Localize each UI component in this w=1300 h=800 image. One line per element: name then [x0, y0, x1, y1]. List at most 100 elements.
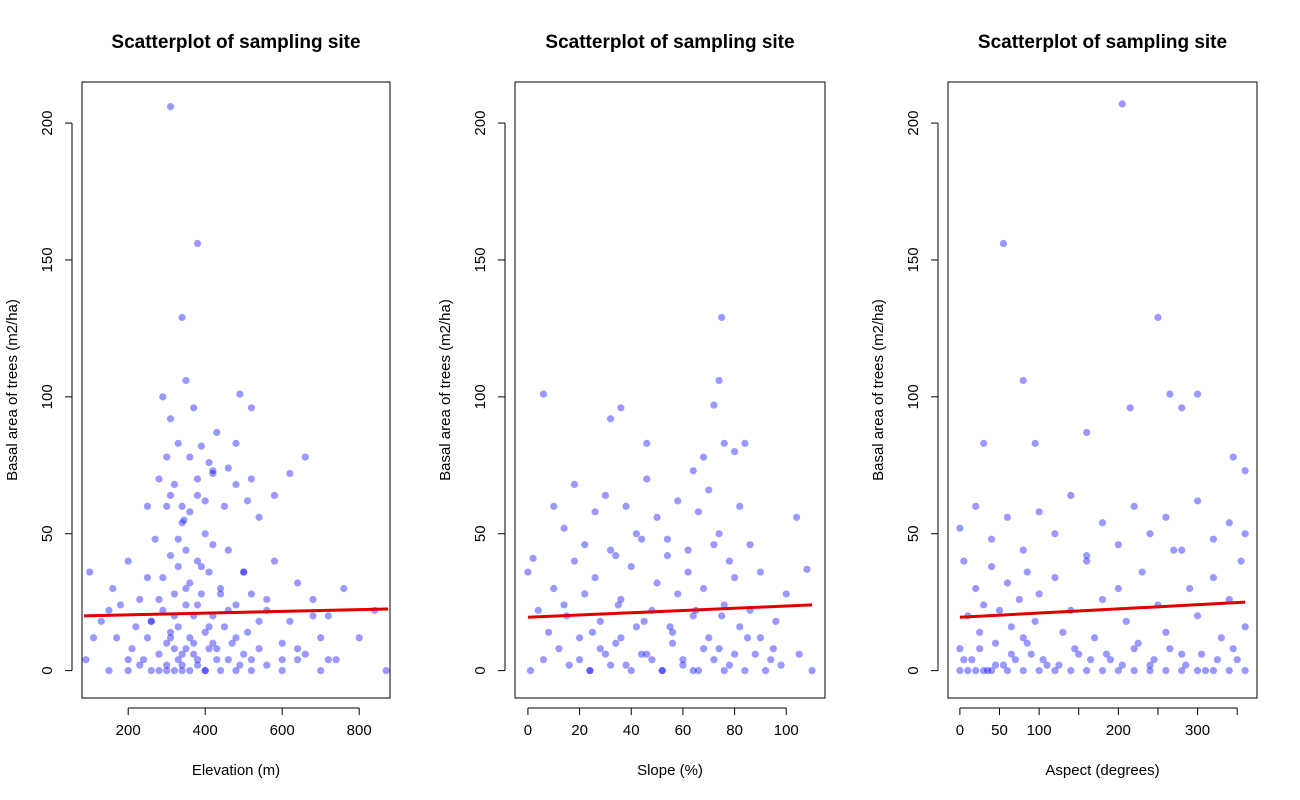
data-point — [632, 530, 641, 538]
aspect-panel: Scatterplot of sampling site Aspect (deg… — [870, 32, 1258, 779]
data-point — [699, 645, 708, 653]
data-point — [1166, 645, 1174, 653]
data-point — [1019, 546, 1027, 554]
data-point — [186, 634, 194, 642]
data-point — [382, 667, 390, 675]
data-point — [715, 645, 723, 653]
data-point — [180, 516, 188, 524]
data-point — [232, 634, 240, 642]
data-point — [1193, 497, 1202, 505]
data-point — [301, 650, 309, 658]
data-point — [1217, 634, 1225, 642]
data-point — [324, 656, 332, 664]
data-point — [178, 313, 186, 322]
data-point — [309, 595, 317, 604]
x-tick-label: 0 — [524, 722, 532, 739]
data-point — [1233, 656, 1241, 664]
panel-title: Scatterplot of sampling site — [978, 32, 1227, 53]
data-point — [643, 439, 651, 447]
data-point — [1225, 519, 1233, 527]
data-point — [730, 650, 739, 658]
x-tick-label: 60 — [675, 722, 692, 739]
data-point — [201, 628, 209, 636]
data-point — [1229, 645, 1237, 653]
data-point — [736, 623, 744, 631]
data-point — [163, 502, 171, 510]
data-point — [699, 453, 708, 461]
data-point — [666, 623, 674, 631]
x-tick-label: 200 — [1106, 722, 1131, 739]
data-point — [720, 439, 728, 447]
data-point — [1154, 313, 1162, 322]
x-tick-label: 40 — [623, 722, 640, 739]
data-point — [220, 502, 229, 510]
data-point — [1059, 628, 1067, 636]
data-point — [1114, 584, 1122, 593]
data-point — [674, 497, 682, 505]
data-point — [1035, 590, 1043, 598]
data-point — [622, 502, 630, 510]
data-point — [1166, 390, 1174, 398]
data-point — [756, 634, 765, 642]
data-point — [201, 667, 209, 675]
data-point — [159, 393, 167, 401]
data-point — [976, 645, 984, 653]
data-point — [1023, 568, 1031, 576]
data-point — [736, 502, 744, 510]
data-point — [663, 552, 672, 560]
data-point — [174, 439, 182, 447]
data-point — [987, 562, 996, 571]
data-point — [178, 661, 186, 669]
data-point — [340, 584, 348, 593]
data-point — [1051, 573, 1059, 582]
data-point — [182, 584, 190, 593]
data-point — [808, 667, 816, 675]
data-point — [699, 584, 708, 593]
data-point — [240, 568, 248, 576]
data-point — [976, 628, 984, 636]
y-tick-label: 200 — [472, 111, 489, 136]
x-tick-label: 800 — [347, 722, 372, 739]
data-point — [224, 464, 232, 472]
data-point — [1229, 453, 1237, 461]
y-tick-label: 0 — [39, 666, 56, 674]
data-point — [1035, 667, 1043, 675]
data-point — [1083, 667, 1091, 675]
data-point — [1039, 656, 1047, 664]
data-point — [166, 415, 175, 423]
y-tick-label: 100 — [905, 384, 922, 409]
data-point — [209, 469, 217, 478]
data-point — [1170, 546, 1178, 554]
x-axis-label: Elevation (m) — [192, 762, 280, 779]
data-point — [1201, 667, 1210, 675]
data-point — [190, 404, 198, 412]
data-point — [617, 595, 625, 604]
data-point — [684, 546, 692, 554]
data-point — [658, 667, 666, 675]
data-point — [591, 573, 599, 582]
data-point — [606, 546, 615, 554]
plot-frame — [514, 81, 826, 699]
data-point — [197, 562, 205, 571]
data-point — [1043, 661, 1051, 669]
data-point — [178, 502, 186, 510]
data-point — [124, 557, 132, 565]
data-point — [178, 519, 186, 527]
data-point — [193, 656, 202, 664]
data-point — [193, 601, 202, 609]
y-tick-label: 150 — [39, 247, 56, 272]
data-point — [1178, 546, 1186, 554]
data-point — [143, 634, 152, 642]
data-point — [705, 634, 713, 642]
data-point — [980, 439, 988, 447]
data-point — [209, 541, 217, 549]
data-point — [309, 612, 317, 620]
data-point — [637, 650, 646, 658]
data-point — [1178, 667, 1186, 675]
data-point — [247, 667, 255, 675]
data-point — [725, 661, 734, 669]
data-point — [782, 590, 790, 598]
data-point — [224, 546, 232, 554]
data-point — [97, 617, 105, 625]
data-point — [1126, 404, 1134, 412]
